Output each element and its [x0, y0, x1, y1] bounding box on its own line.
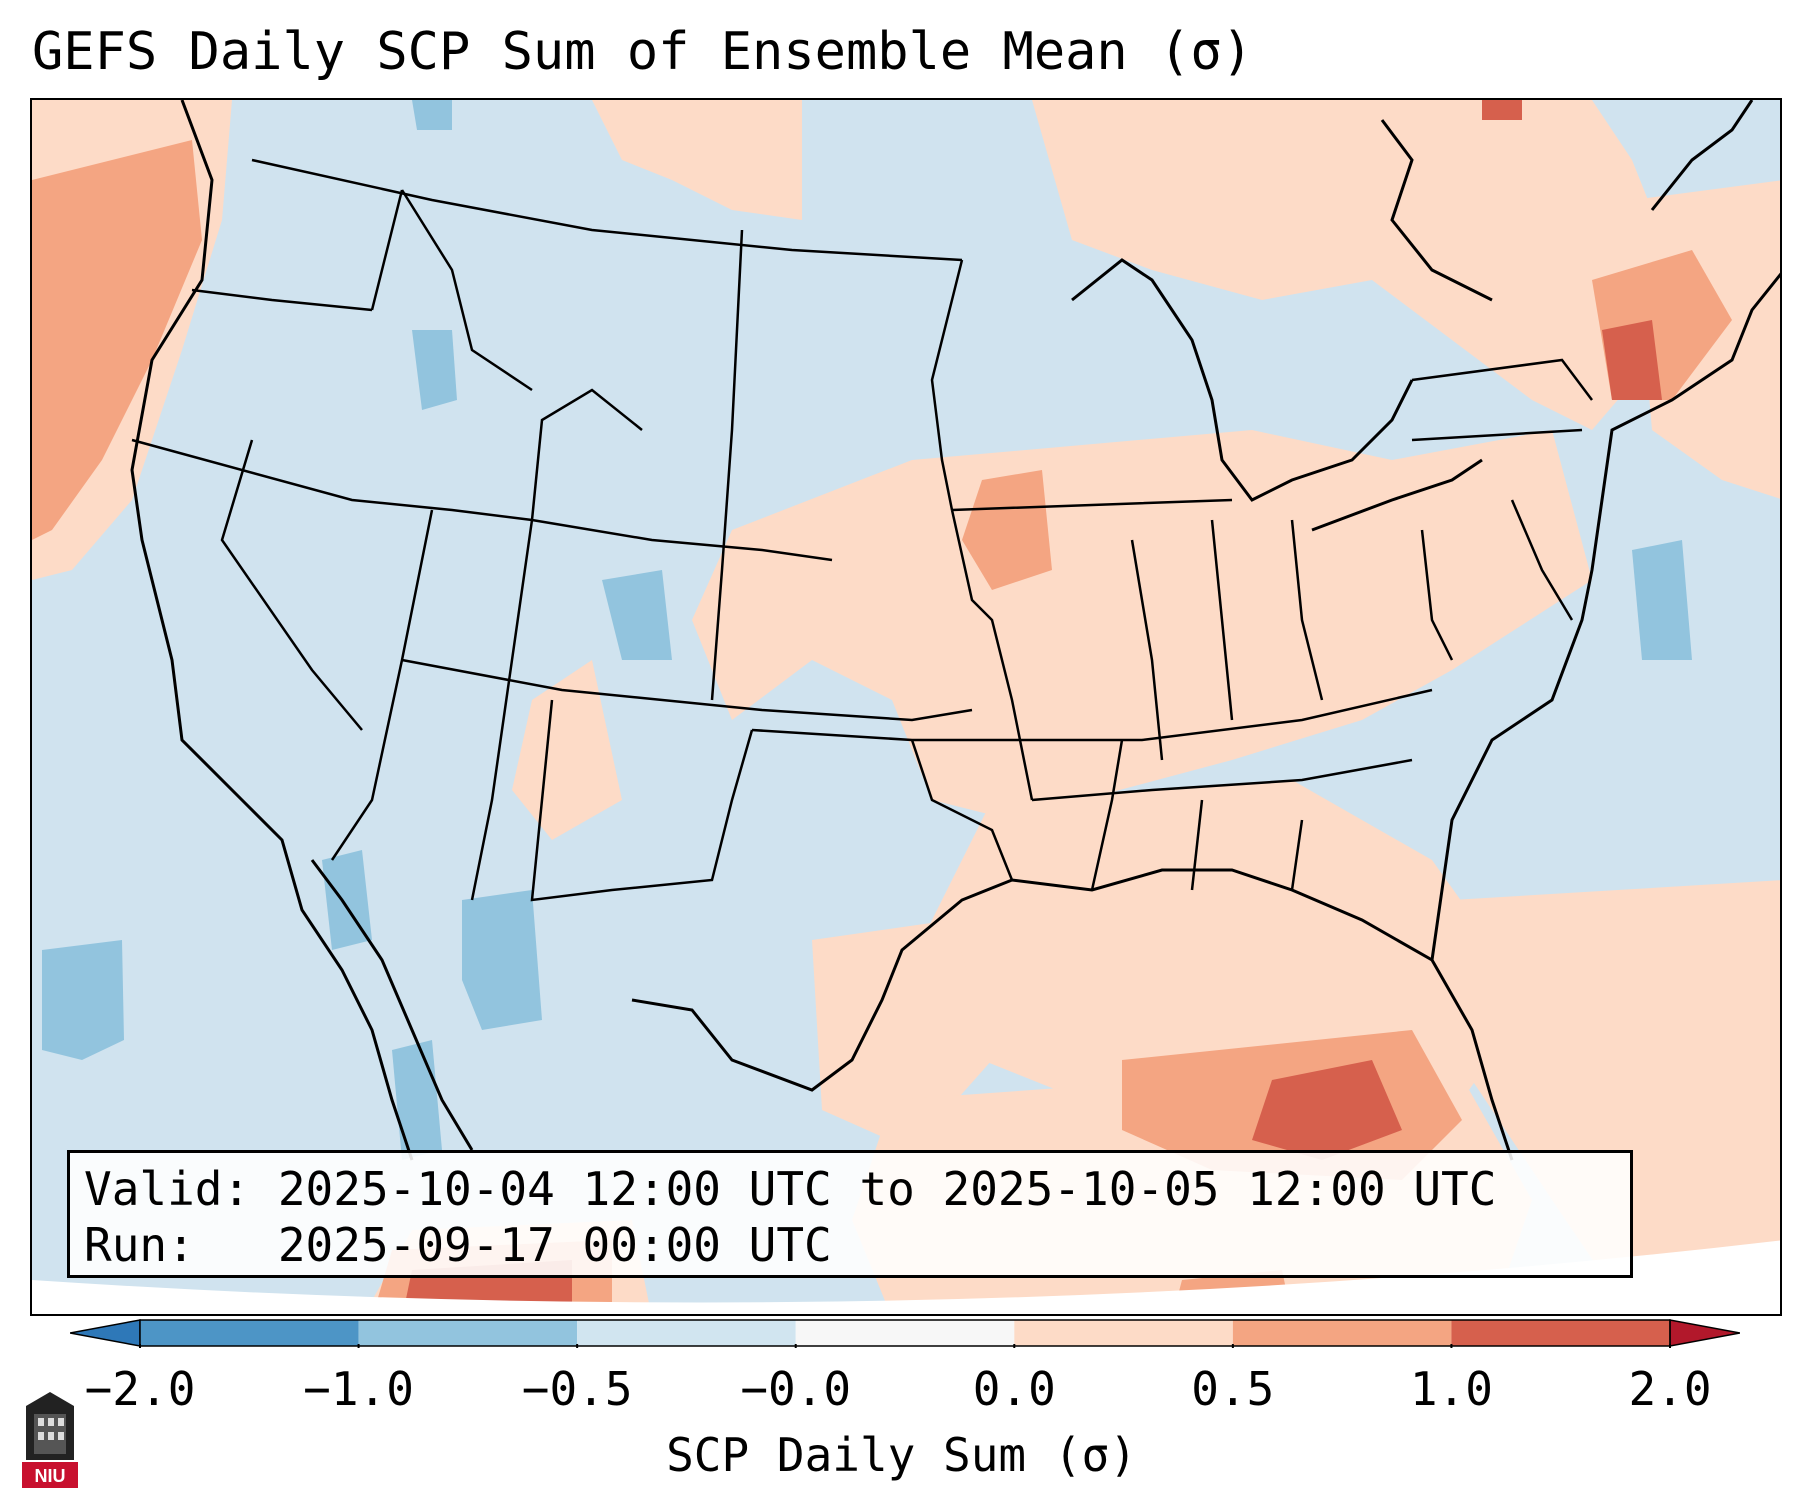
colorbar-segment — [1232, 1320, 1452, 1346]
colorbar-segment — [1014, 1320, 1233, 1346]
colorbar-label: SCP Daily Sum (σ) — [666, 1428, 1137, 1482]
positive-anomaly-light — [32, 100, 1780, 1314]
map-canvas — [32, 100, 1780, 1314]
colorbar-tick-label: 0.0 — [972, 1362, 1056, 1416]
colorbar-tick-label: 1.0 — [1409, 1362, 1493, 1416]
map-title: GEFS Daily SCP Sum of Ensemble Mean (σ) — [32, 22, 1253, 82]
colorbar-segment — [1451, 1320, 1670, 1346]
niu-logo-text: NIU — [35, 1466, 66, 1486]
valid-time-text: Valid: 2025-10-04 12:00 UTC to 2025-10-0… — [84, 1162, 1497, 1216]
colorbar-segment — [577, 1320, 796, 1346]
colorbar — [70, 1319, 1740, 1348]
niu-logo: NIU — [22, 1392, 78, 1488]
colorbar-tick-label: 2.0 — [1628, 1362, 1712, 1416]
coastline-borders — [130, 100, 1780, 1161]
colorbar-segment — [795, 1320, 1015, 1346]
colorbar-segment — [358, 1320, 578, 1346]
run-time-text: Run: 2025-09-17 00:00 UTC — [84, 1218, 832, 1272]
colorbar-tick-label: −1.0 — [303, 1362, 414, 1416]
colorbar-tick-label: −0.5 — [521, 1362, 633, 1416]
map-panel[interactable] — [30, 98, 1782, 1316]
colorbar-segment — [140, 1320, 359, 1346]
state-borders — [131, 158, 1593, 902]
colorbar-tick-label: 0.5 — [1191, 1362, 1275, 1416]
colorbar-tick-label: −0.0 — [740, 1362, 852, 1416]
colorbar-outline — [139, 1319, 1671, 1347]
colorbar-extend-max — [1669, 1319, 1740, 1347]
colorbar-tick-label: −2.0 — [84, 1362, 196, 1416]
colorbar-extend-min — [70, 1319, 141, 1347]
validity-info-box: Valid: 2025-10-04 12:00 UTC to 2025-10-0… — [67, 1150, 1633, 1278]
map-edge — [32, 1240, 1780, 1314]
